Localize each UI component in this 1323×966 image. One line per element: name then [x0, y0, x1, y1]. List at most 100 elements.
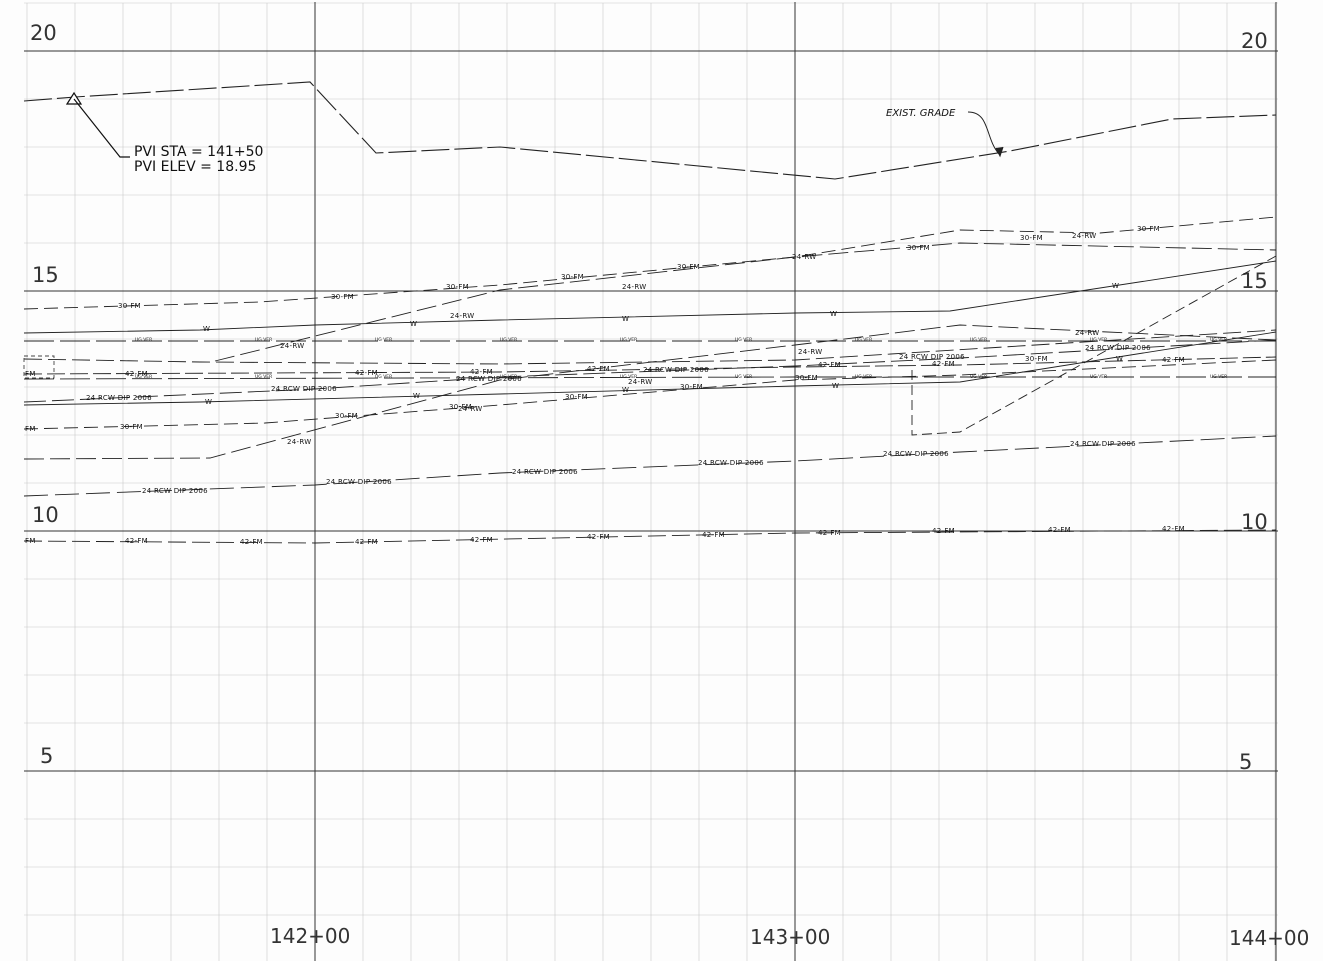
- label-rcw-d: 24 RCW DIP 2006: [643, 366, 709, 374]
- pipe-end-marker: [23, 355, 55, 379]
- label-fm42-m: 42-FM: [702, 531, 725, 539]
- label-w-f: W: [205, 398, 212, 406]
- label-fm42-n: 42-FM: [818, 529, 841, 537]
- label-rcw-b: 24 RCW DIP 2006: [271, 385, 337, 393]
- label-rw24-a: 24-RW: [280, 342, 304, 350]
- water-upper-line: [23, 260, 1277, 334]
- exist-grade-leader: [967, 111, 1000, 155]
- label-fm42-c: 42-FM: [470, 368, 493, 376]
- uv-label: UG VER: [970, 374, 987, 380]
- uv-label: UG VER: [135, 374, 152, 380]
- uv-label: UG VER: [375, 337, 392, 343]
- label-fm42-i: 42-FM: [240, 538, 263, 546]
- label-w-h: W: [622, 386, 629, 394]
- exist-grade-label: EXIST. GRADE: [886, 108, 956, 119]
- label-w-b: W: [410, 320, 417, 328]
- label-w-e: W: [1112, 282, 1119, 290]
- label-fm30-j: 30-FM: [335, 412, 358, 420]
- station-label-143: 143+00: [750, 925, 830, 949]
- pvi-triangle: [65, 91, 83, 105]
- label-rw24-j: 24-RW: [1075, 329, 1099, 337]
- label-fm30-a: 30-FM: [118, 302, 141, 310]
- rw24-diagonal-line: [23, 324, 1277, 460]
- label-fm-left-c: FM: [25, 537, 36, 545]
- uv-lower-line: [23, 376, 1276, 380]
- label-fm42-l: 42-FM: [587, 533, 610, 541]
- label-w-d: W: [830, 310, 837, 318]
- elevation-label-right-15: 15: [1241, 269, 1268, 293]
- fm42-main-line: [23, 356, 1277, 375]
- existing-grade-line: [23, 81, 1277, 180]
- rcw-upper-line: [23, 339, 1277, 403]
- label-rw24-i: 24-RW: [798, 348, 822, 356]
- label-fm42-g: 42-FM: [1162, 356, 1185, 364]
- label-fm42-j: 42-FM: [355, 538, 378, 546]
- elevation-label-left-15: 15: [32, 263, 59, 287]
- pvi-leader: [73, 98, 130, 158]
- label-w-j: W: [1116, 355, 1123, 363]
- uv-label: UG VER: [1210, 337, 1227, 343]
- label-fm-left-b: FM: [25, 425, 36, 433]
- uv-labels: UG VER UG VER UG VER UG VER UG VER UG VER UG V…: [135, 337, 1227, 380]
- fm30-lower-line: [23, 359, 1277, 430]
- uv-label: UG VER: [620, 374, 637, 380]
- uv-label: UG VER: [255, 337, 272, 343]
- uv-label: UG VER: [1210, 374, 1227, 380]
- label-fm42-e: 42-FM: [818, 361, 841, 369]
- label-fm30-l: 30-FM: [680, 383, 703, 391]
- label-fm42-d: 42-FM: [587, 365, 610, 373]
- label-rw24-g: 24-RW: [458, 405, 482, 413]
- label-rw24-h: 24-RW: [628, 378, 652, 386]
- major-station-lines: [314, 2, 1277, 961]
- elevation-label-left-20: 20: [30, 21, 57, 45]
- uv-label: UG VER: [500, 374, 517, 380]
- label-w-a: W: [203, 325, 210, 333]
- pvi-elev-text: PVI ELEV = 18.95: [134, 159, 256, 175]
- label-fm30-n: 30-FM: [1025, 355, 1048, 363]
- label-w-i: W: [832, 382, 839, 390]
- label-rcw-f: 24 RCW DIP 2006: [1085, 344, 1151, 352]
- elevation-label-left-5: 5: [40, 744, 53, 768]
- label-fm30-f: 30-FM: [907, 244, 930, 252]
- uv-label: UG VER: [1090, 337, 1107, 343]
- label-fm42-o: 42-FM: [932, 527, 955, 535]
- label-rcw-k: 24 RCW DIP 2006: [883, 450, 949, 458]
- label-fm30-k: 30-FM: [565, 393, 588, 401]
- rcw-drop-line: [911, 255, 1277, 436]
- label-fm30-b: 30-FM: [331, 293, 354, 301]
- label-rw24-e: 24-RW: [1072, 232, 1096, 240]
- rcw-lower-line: [23, 435, 1277, 497]
- uv-label: UG VER: [375, 374, 392, 380]
- water-lower-line: [23, 331, 1277, 406]
- pvi-sta-text: PVI STA = 141+50: [134, 144, 263, 160]
- label-fm42-b: 42-FM: [355, 369, 378, 377]
- pvi-marker: [65, 91, 130, 158]
- label-rw24-b: 24-RW: [450, 312, 474, 320]
- label-fm30-d: 30-FM: [561, 273, 584, 281]
- label-fm42-p: 42-FM: [1048, 526, 1071, 534]
- existing-grade: [23, 81, 1277, 180]
- uv-label: UG VER: [855, 337, 872, 343]
- elevation-label-right-5: 5: [1239, 750, 1252, 774]
- label-rcw-l: 24 RCW DIP 2006: [1070, 440, 1136, 448]
- label-rcw-h: 24 RCW DIP 2006: [326, 478, 392, 486]
- label-fm30-i: 30-FM: [120, 423, 143, 431]
- elevation-label-right-20: 20: [1241, 29, 1268, 53]
- rw24-upper-diagonal: [214, 242, 1277, 362]
- label-rw24-f: 24-RW: [287, 438, 311, 446]
- exist-grade-arrowhead: [995, 146, 1004, 158]
- label-rcw-a: 24 RCW DIP 2006: [86, 394, 152, 402]
- line-labels: 30-FM 30-FM 30-FM 30-FM 30-FM 30-FM 30-F…: [25, 225, 1185, 546]
- label-fm30-g: 30-FM: [1020, 234, 1043, 242]
- fm30-upper-line: [23, 216, 1277, 310]
- elevation-label-left-10: 10: [32, 503, 59, 527]
- station-label-144: 144+00: [1229, 926, 1309, 950]
- label-fm30-o: 30-FM: [449, 403, 472, 411]
- label-rcw-e: 24 RCW DIP 2006: [899, 353, 965, 361]
- label-rcw-j: 24 RCW DIP 2006: [698, 459, 764, 467]
- label-fm30-m: 30-FM: [795, 374, 818, 382]
- label-fm42-q: 42-FM: [1162, 525, 1185, 533]
- label-fm30-e: 30-FM: [677, 263, 700, 271]
- label-w-c: W: [622, 315, 629, 323]
